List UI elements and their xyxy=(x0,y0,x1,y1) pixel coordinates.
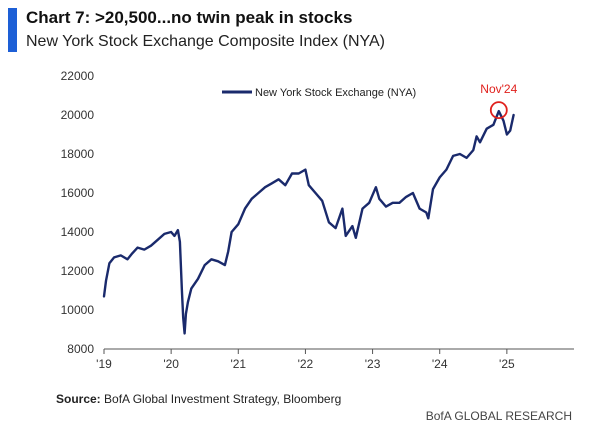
source-label: Source: xyxy=(56,392,101,406)
legend-label: New York Stock Exchange (NYA) xyxy=(255,87,416,99)
x-tick-label: '21 xyxy=(230,357,246,371)
y-tick-label: 20000 xyxy=(61,108,95,122)
source-text: BofA Global Investment Strategy, Bloombe… xyxy=(100,392,342,406)
series-line-nya xyxy=(102,109,515,335)
brand-footer: BofA GLOBAL RESEARCH xyxy=(425,409,572,423)
x-tick-label: '22 xyxy=(298,357,314,371)
y-tick-label: 12000 xyxy=(61,264,95,278)
peak-annotation-label: Nov'24 xyxy=(480,82,517,96)
y-tick-label: 16000 xyxy=(61,186,95,200)
y-tick-label: 18000 xyxy=(61,147,95,161)
chart-subtitle: New York Stock Exchange Composite Index … xyxy=(26,33,385,50)
chart-title: Chart 7: >20,500...no twin peak in stock… xyxy=(26,8,353,27)
x-tick-label: '24 xyxy=(432,357,448,371)
title-accent-bar xyxy=(8,8,17,52)
y-tick-label: 10000 xyxy=(61,303,95,317)
y-tick-label: 22000 xyxy=(61,69,95,83)
y-tick-label: 8000 xyxy=(67,342,94,356)
x-tick-label: '20 xyxy=(163,357,179,371)
peak-marker-circle xyxy=(489,101,508,120)
x-tick-label: '19 xyxy=(96,357,112,371)
x-tick-label: '23 xyxy=(365,357,381,371)
source-note: Source: BofA Global Investment Strategy,… xyxy=(56,392,341,406)
x-tick-label: '25 xyxy=(499,357,515,371)
y-tick-label: 14000 xyxy=(61,225,95,239)
